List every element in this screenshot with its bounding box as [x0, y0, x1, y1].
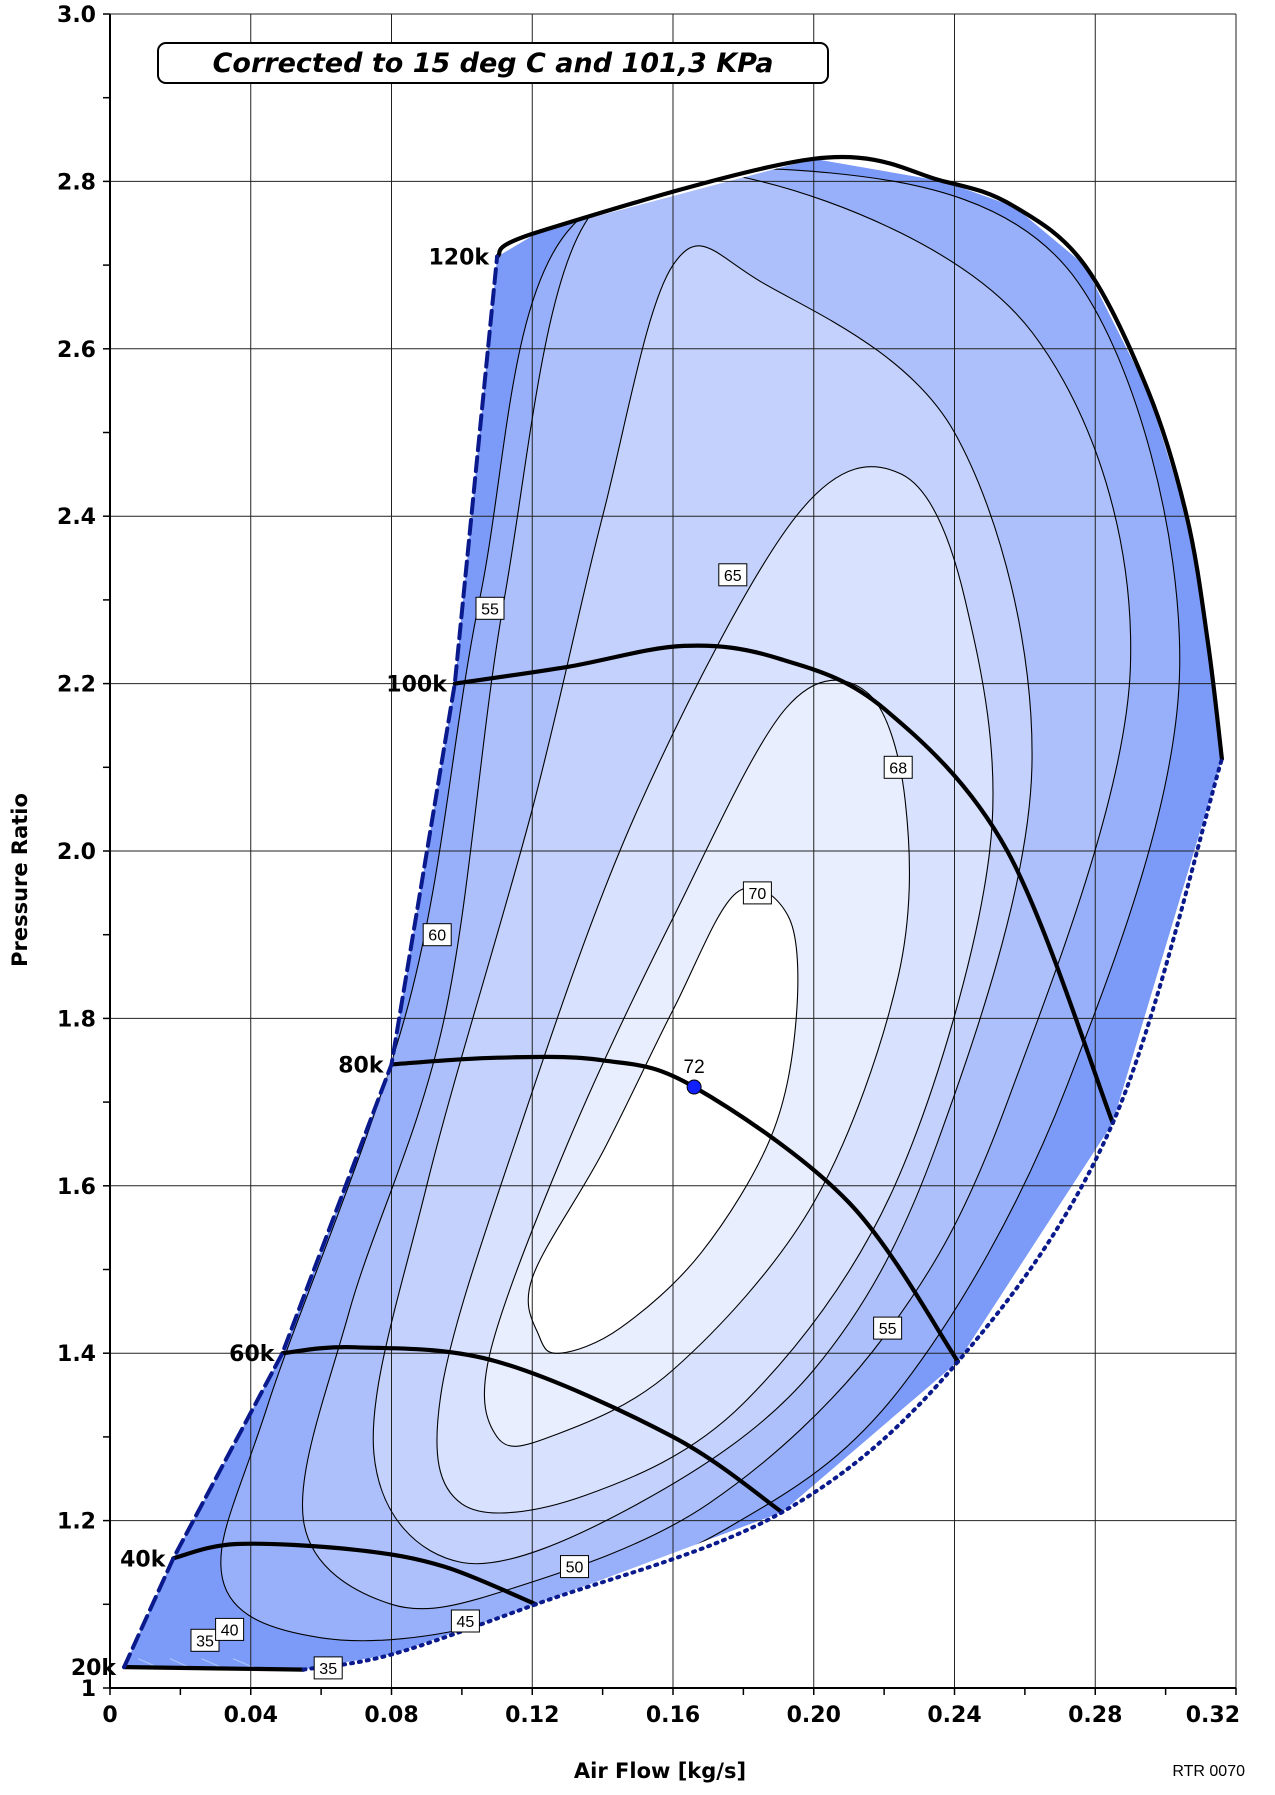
contour-label: 70: [742, 881, 772, 905]
peak-efficiency-label: 72: [684, 1057, 705, 1078]
contour-label-text: 35: [196, 1633, 214, 1650]
x-axis-title: Air Flow [kg/s]: [574, 1759, 746, 1783]
speed-line-80k: [389, 1054, 961, 1364]
speed-label-120k: 120k: [429, 246, 491, 271]
speed-label-40k: 40k: [120, 1547, 167, 1572]
contour-labels: 35 40 35 45 50 55 60 65 68 70 55: [190, 563, 913, 1680]
y-tick-label: 1.6: [57, 1175, 96, 1200]
x-tick-label: 0.32: [1186, 1703, 1240, 1728]
contour-60: [372, 245, 1033, 1565]
contour-label-text: 45: [457, 1614, 475, 1631]
x-tick-label: 0.20: [787, 1703, 841, 1728]
source-code: RTR 0070: [1172, 1763, 1245, 1780]
x-tick-label: 0.24: [927, 1703, 981, 1728]
x-tick-label: 0: [102, 1703, 117, 1728]
contour-label: 65: [718, 563, 748, 587]
contour-label-text: 55: [481, 601, 499, 618]
y-tick-label: 1.4: [57, 1342, 96, 1367]
correction-note-box: [157, 42, 829, 84]
surge-line: [122, 254, 500, 1670]
efficiency-contours: [220, 167, 1181, 1642]
contour-label-box: [883, 755, 913, 779]
contour-label: 60: [422, 923, 452, 947]
contour-label-box: [422, 923, 452, 947]
contour-label-box: [718, 563, 748, 587]
contour-label: 35: [313, 1656, 343, 1680]
choke-line: [301, 756, 1224, 1672]
contour-70: [527, 886, 799, 1354]
speed-line-labels: 20k 40k 60k 80k 100k 120k: [71, 246, 491, 1681]
speed-label-80k: 80k: [338, 1053, 385, 1078]
contour-label-box: [215, 1617, 245, 1641]
speed-line-20k: [122, 1665, 306, 1672]
y-tick-label: 2.6: [57, 338, 96, 363]
contour-50: [220, 168, 1181, 1642]
y-axis-title: Pressure Ratio: [8, 793, 32, 967]
peak-efficiency: 72: [684, 1057, 705, 1095]
speed-line-60k: [280, 1345, 785, 1515]
speed-label-100k: 100k: [386, 673, 448, 698]
contour-label-box: [450, 1609, 480, 1633]
contour-label-text: 50: [566, 1560, 584, 1577]
contour-label-box: [313, 1656, 343, 1680]
x-tick-label: 0.28: [1068, 1703, 1122, 1728]
contour-label-text: 40: [221, 1622, 239, 1639]
contour-label-box: [873, 1316, 903, 1340]
y-tick-label: 1: [81, 1677, 96, 1702]
contour-label-text: 65: [724, 568, 742, 585]
y-tick-label: 2.4: [57, 505, 96, 530]
y-tick-label: 2.2: [57, 673, 96, 698]
speed-line-120k: [495, 154, 1224, 761]
speed-line-40k: [171, 1541, 538, 1607]
contour-label: 55: [475, 596, 505, 620]
y-tick-label: 1.8: [57, 1007, 96, 1032]
speed-label-60k: 60k: [229, 1342, 276, 1367]
contour-label: 68: [883, 755, 913, 779]
contour-label-box: [475, 596, 505, 620]
contour-label: 50: [560, 1555, 589, 1579]
y-tick-label: 1.2: [57, 1510, 96, 1535]
contours-clipped: [220, 167, 1181, 1642]
contour-label-text: 68: [889, 760, 907, 777]
speed-label-20k: 20k: [71, 1656, 118, 1681]
speed-lines: [122, 154, 1224, 1672]
x-tick-label: 0.08: [364, 1703, 418, 1728]
contour-label-box: [742, 881, 772, 905]
x-tick-label: 0.04: [224, 1703, 278, 1728]
speed-line-100k: [452, 643, 1115, 1126]
contour-label: 55: [873, 1316, 903, 1340]
contour-label-text: 60: [428, 928, 446, 945]
contour-label-text: 70: [749, 886, 767, 903]
contour-68: [483, 679, 911, 1447]
peak-efficiency-point: [686, 1079, 702, 1095]
contour-55: [301, 167, 1132, 1610]
tick-labels: 0 0.04 0.08 0.12 0.16 0.20 0.24 0.28 0.32 1 1.2 1.4…: [57, 3, 1240, 1728]
map-boundaries: [122, 254, 1224, 1672]
contour-label-box: [560, 1555, 589, 1579]
contour-label-text: 35: [319, 1661, 337, 1678]
axes: [103, 13, 1237, 1695]
correction-note-text: Corrected to 15 deg C and 101,3 KPa: [213, 48, 774, 79]
contour-label: 40: [215, 1617, 245, 1641]
y-tick-label: 2.8: [57, 170, 96, 195]
contour-label-text: 55: [879, 1321, 897, 1338]
contour-65: [436, 466, 994, 1514]
y-tick-label: 2.0: [57, 840, 96, 865]
contour-label: 45: [450, 1609, 480, 1633]
y-tick-label: 3.0: [57, 3, 96, 28]
contour-label: 35: [190, 1628, 220, 1652]
x-tick-label: 0.12: [505, 1703, 559, 1728]
band-70: [528, 887, 798, 1354]
correction-note: Corrected to 15 deg C and 101,3 KPa: [157, 42, 829, 84]
x-tick-label: 0.16: [646, 1703, 700, 1728]
